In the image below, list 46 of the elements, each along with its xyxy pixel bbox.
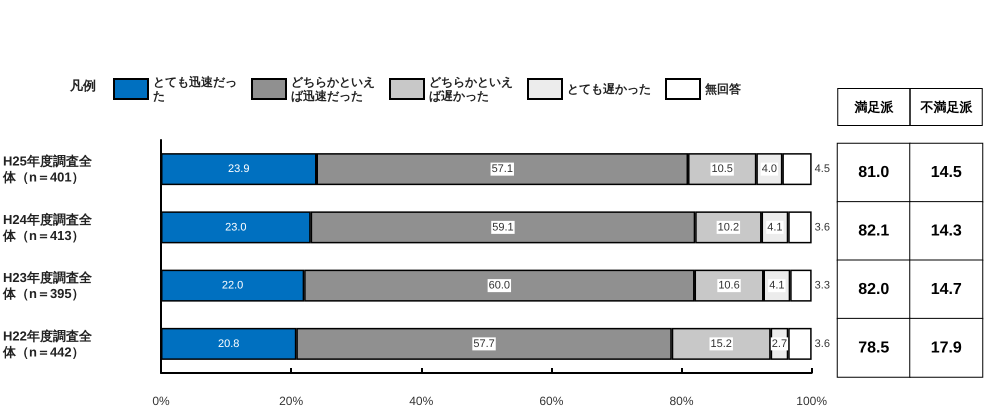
x-tick-label: 不満足派 [919, 100, 974, 114]
data-label: 3.6 [814, 221, 830, 234]
data-label: 17.9 [930, 339, 962, 356]
x-tick-label: 満足派 [853, 100, 894, 114]
data-label: 23.0 [225, 221, 247, 234]
data-label: 14.7 [930, 280, 962, 298]
data-label: 78.5 [858, 339, 890, 356]
data-label: 81.0 [858, 164, 890, 182]
data-label: 57.7 [473, 338, 495, 350]
legend-label: 無回答 [704, 82, 742, 96]
legend-title: 凡例 [69, 79, 96, 94]
x-tick-label: 20% [279, 394, 304, 408]
y-tick-label: H23年度調査全体（n＝395） [2, 270, 93, 302]
x-tick-label: 80% [670, 394, 694, 408]
legend-label: どちらかといえば迅速だった [291, 75, 375, 103]
legend-label: とても遅かった [567, 82, 651, 96]
data-label: 23.9 [228, 163, 250, 176]
y-tick-label: H22年度調査全体（n＝442） [2, 328, 93, 360]
data-label: 59.1 [492, 221, 514, 234]
data-label: 10.5 [711, 163, 733, 176]
data-label: 4.1 [767, 221, 783, 234]
data-label: 4.5 [814, 163, 830, 176]
y-tick-label: H25年度調査全体（n＝401） [2, 154, 93, 185]
data-label: 15.2 [710, 338, 732, 350]
data-label: 82.0 [858, 280, 890, 298]
data-label: 3.6 [814, 338, 830, 350]
data-label: 20.8 [218, 338, 240, 350]
data-label: 4.1 [769, 280, 784, 292]
data-label: 10.6 [718, 280, 740, 292]
data-label: 2.7 [772, 338, 788, 350]
y-tick-label: H24年度調査全体（n＝413） [2, 212, 93, 243]
data-label: 60.0 [488, 280, 510, 292]
data-label: 82.1 [858, 222, 890, 240]
x-tick-label: 100% [796, 394, 828, 408]
x-tick-label: 60% [539, 394, 564, 408]
data-label: 14.3 [930, 222, 962, 240]
legend-label: どちらかといえば遅かった [429, 75, 513, 103]
data-label: 57.1 [492, 163, 513, 176]
data-label: 3.3 [814, 280, 830, 292]
data-label: 4.0 [762, 163, 778, 176]
legend-label: とても迅速だった [153, 75, 237, 103]
x-tick-label: 40% [409, 394, 434, 408]
data-label: 22.0 [222, 280, 244, 292]
x-tick-label: 0% [152, 394, 170, 408]
data-label: 10.2 [718, 221, 740, 234]
data-label: 14.5 [930, 164, 962, 182]
